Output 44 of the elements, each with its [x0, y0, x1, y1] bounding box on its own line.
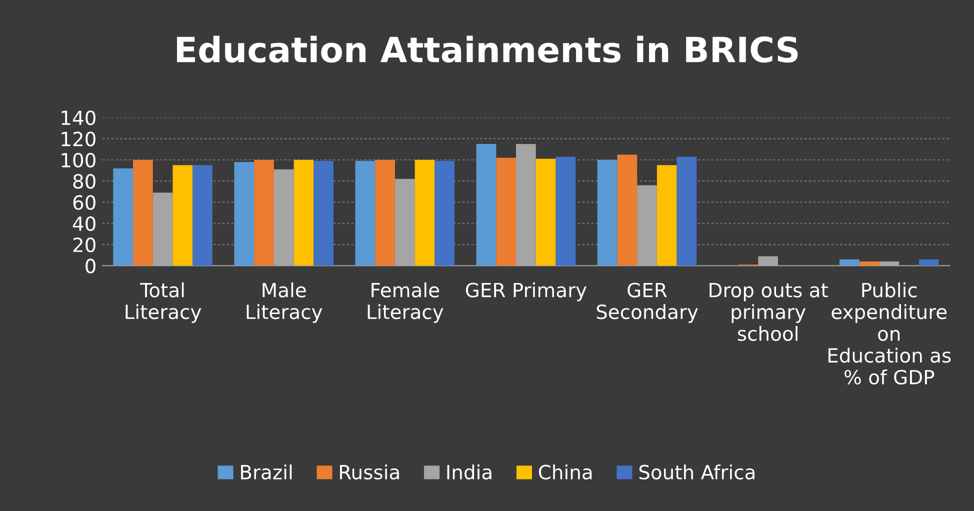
bar [294, 160, 314, 266]
x-tick-label: Drop outs at primary school [710, 282, 828, 341]
x-tick-label: GER Secondary [596, 282, 698, 323]
y-tick-label: 100 [62, 152, 96, 168]
bar [434, 160, 455, 266]
x-tick-label: Public expenditure on Education as % of GDP [828, 282, 951, 385]
bar [254, 160, 274, 266]
y-tick-label: 120 [62, 132, 96, 146]
bar [676, 156, 697, 266]
y-tick-label: 60 [73, 195, 96, 210]
bar [314, 160, 334, 266]
bar [133, 160, 153, 266]
x-tick-label: Total Literacy [126, 282, 202, 323]
bar [375, 160, 395, 266]
bar [414, 160, 435, 266]
bar [192, 165, 212, 266]
bar [918, 259, 939, 266]
bar [556, 156, 576, 266]
bar [536, 158, 556, 266]
y-tick-label: 20 [73, 238, 96, 252]
legend-label: Russia [340, 464, 399, 480]
legend-label: Brazil [241, 464, 292, 480]
bar [617, 154, 638, 266]
x-tick-label: GER Primary [466, 282, 586, 302]
x-tick-label: Male Literacy [246, 282, 322, 323]
legend-label: India [447, 464, 492, 480]
y-tick-label: 80 [73, 174, 96, 189]
bar [476, 144, 496, 266]
bar [656, 165, 677, 266]
legend-label: South Africa [639, 464, 754, 480]
y-tick-label: 0 [86, 258, 96, 274]
bar [597, 160, 618, 266]
y-tick-label: 140 [62, 110, 96, 126]
bar [496, 158, 516, 266]
bar [113, 168, 134, 266]
x-tick-label: Female Literacy [368, 282, 444, 323]
bar [839, 259, 860, 266]
chart-title: Education Attainments in BRICS [177, 36, 798, 63]
legend-label: China [538, 464, 592, 480]
bar [355, 160, 376, 266]
bar [859, 261, 880, 266]
bar [234, 162, 254, 266]
bar [172, 165, 193, 266]
y-tick-label: 40 [72, 216, 96, 232]
